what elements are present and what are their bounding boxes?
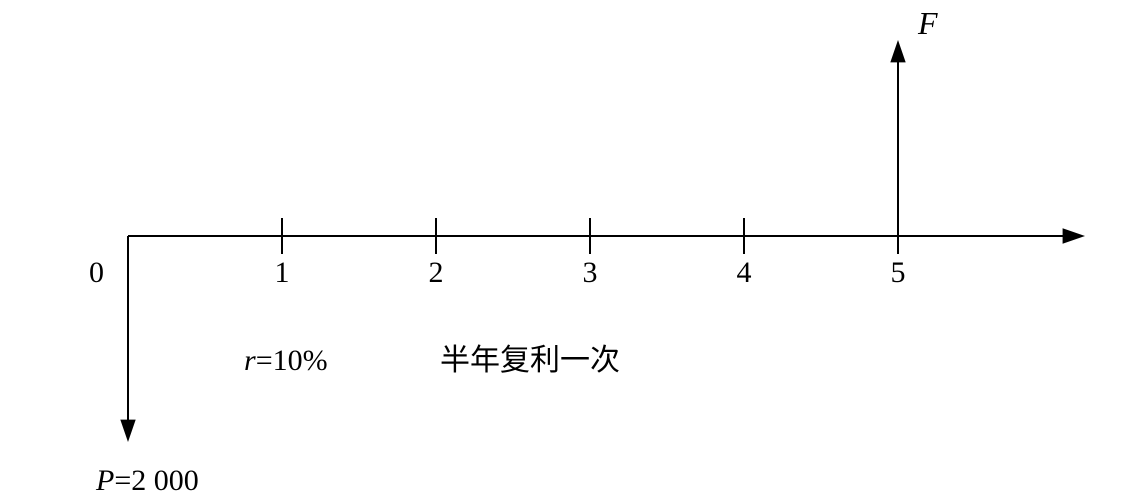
compounding-annotation: 半年复利一次	[440, 344, 620, 377]
tick-label: 0	[89, 256, 104, 289]
p-label: P=2 000	[95, 464, 199, 497]
p-arrow-head	[120, 420, 135, 442]
f-arrow-head	[890, 40, 905, 62]
time-axis-labels: 0 1 2 3 4 5	[89, 256, 906, 289]
f-label: F	[917, 5, 938, 41]
time-axis-arrowhead	[1063, 228, 1085, 243]
tick-label: 5	[891, 256, 906, 289]
rate-annotation: r=10%	[244, 344, 328, 377]
tick-label: 3	[583, 256, 598, 289]
tick-label: 1	[275, 256, 290, 289]
tick-label: 4	[737, 256, 752, 289]
cash-flow-diagram: 0 1 2 3 4 5 F P=2 000 r=10% 半年复利一次	[0, 0, 1131, 503]
tick-label: 2	[429, 256, 444, 289]
